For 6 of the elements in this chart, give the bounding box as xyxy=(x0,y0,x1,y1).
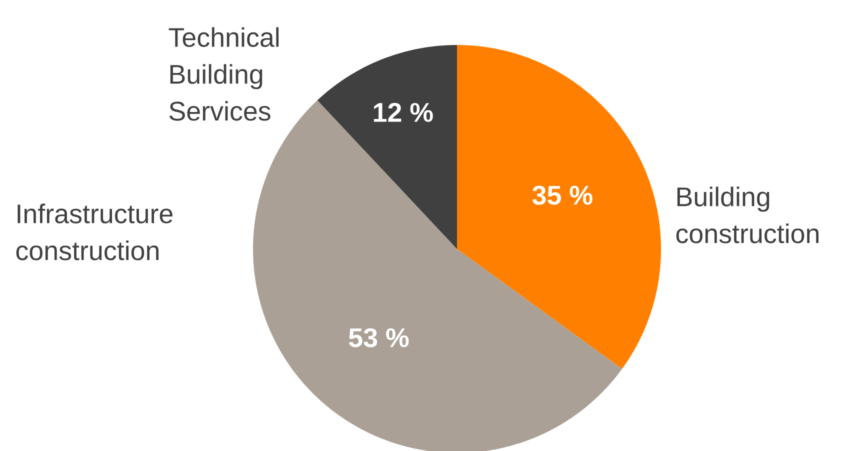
slice-label: Technical Building Services xyxy=(168,27,279,121)
data-label: 35 % xyxy=(532,186,592,205)
data-label: 53 % xyxy=(348,328,409,348)
data-label: 12 % xyxy=(374,102,433,122)
slice-label: Building construction xyxy=(676,186,818,244)
slice-label: Infrastructure construction xyxy=(16,204,172,260)
